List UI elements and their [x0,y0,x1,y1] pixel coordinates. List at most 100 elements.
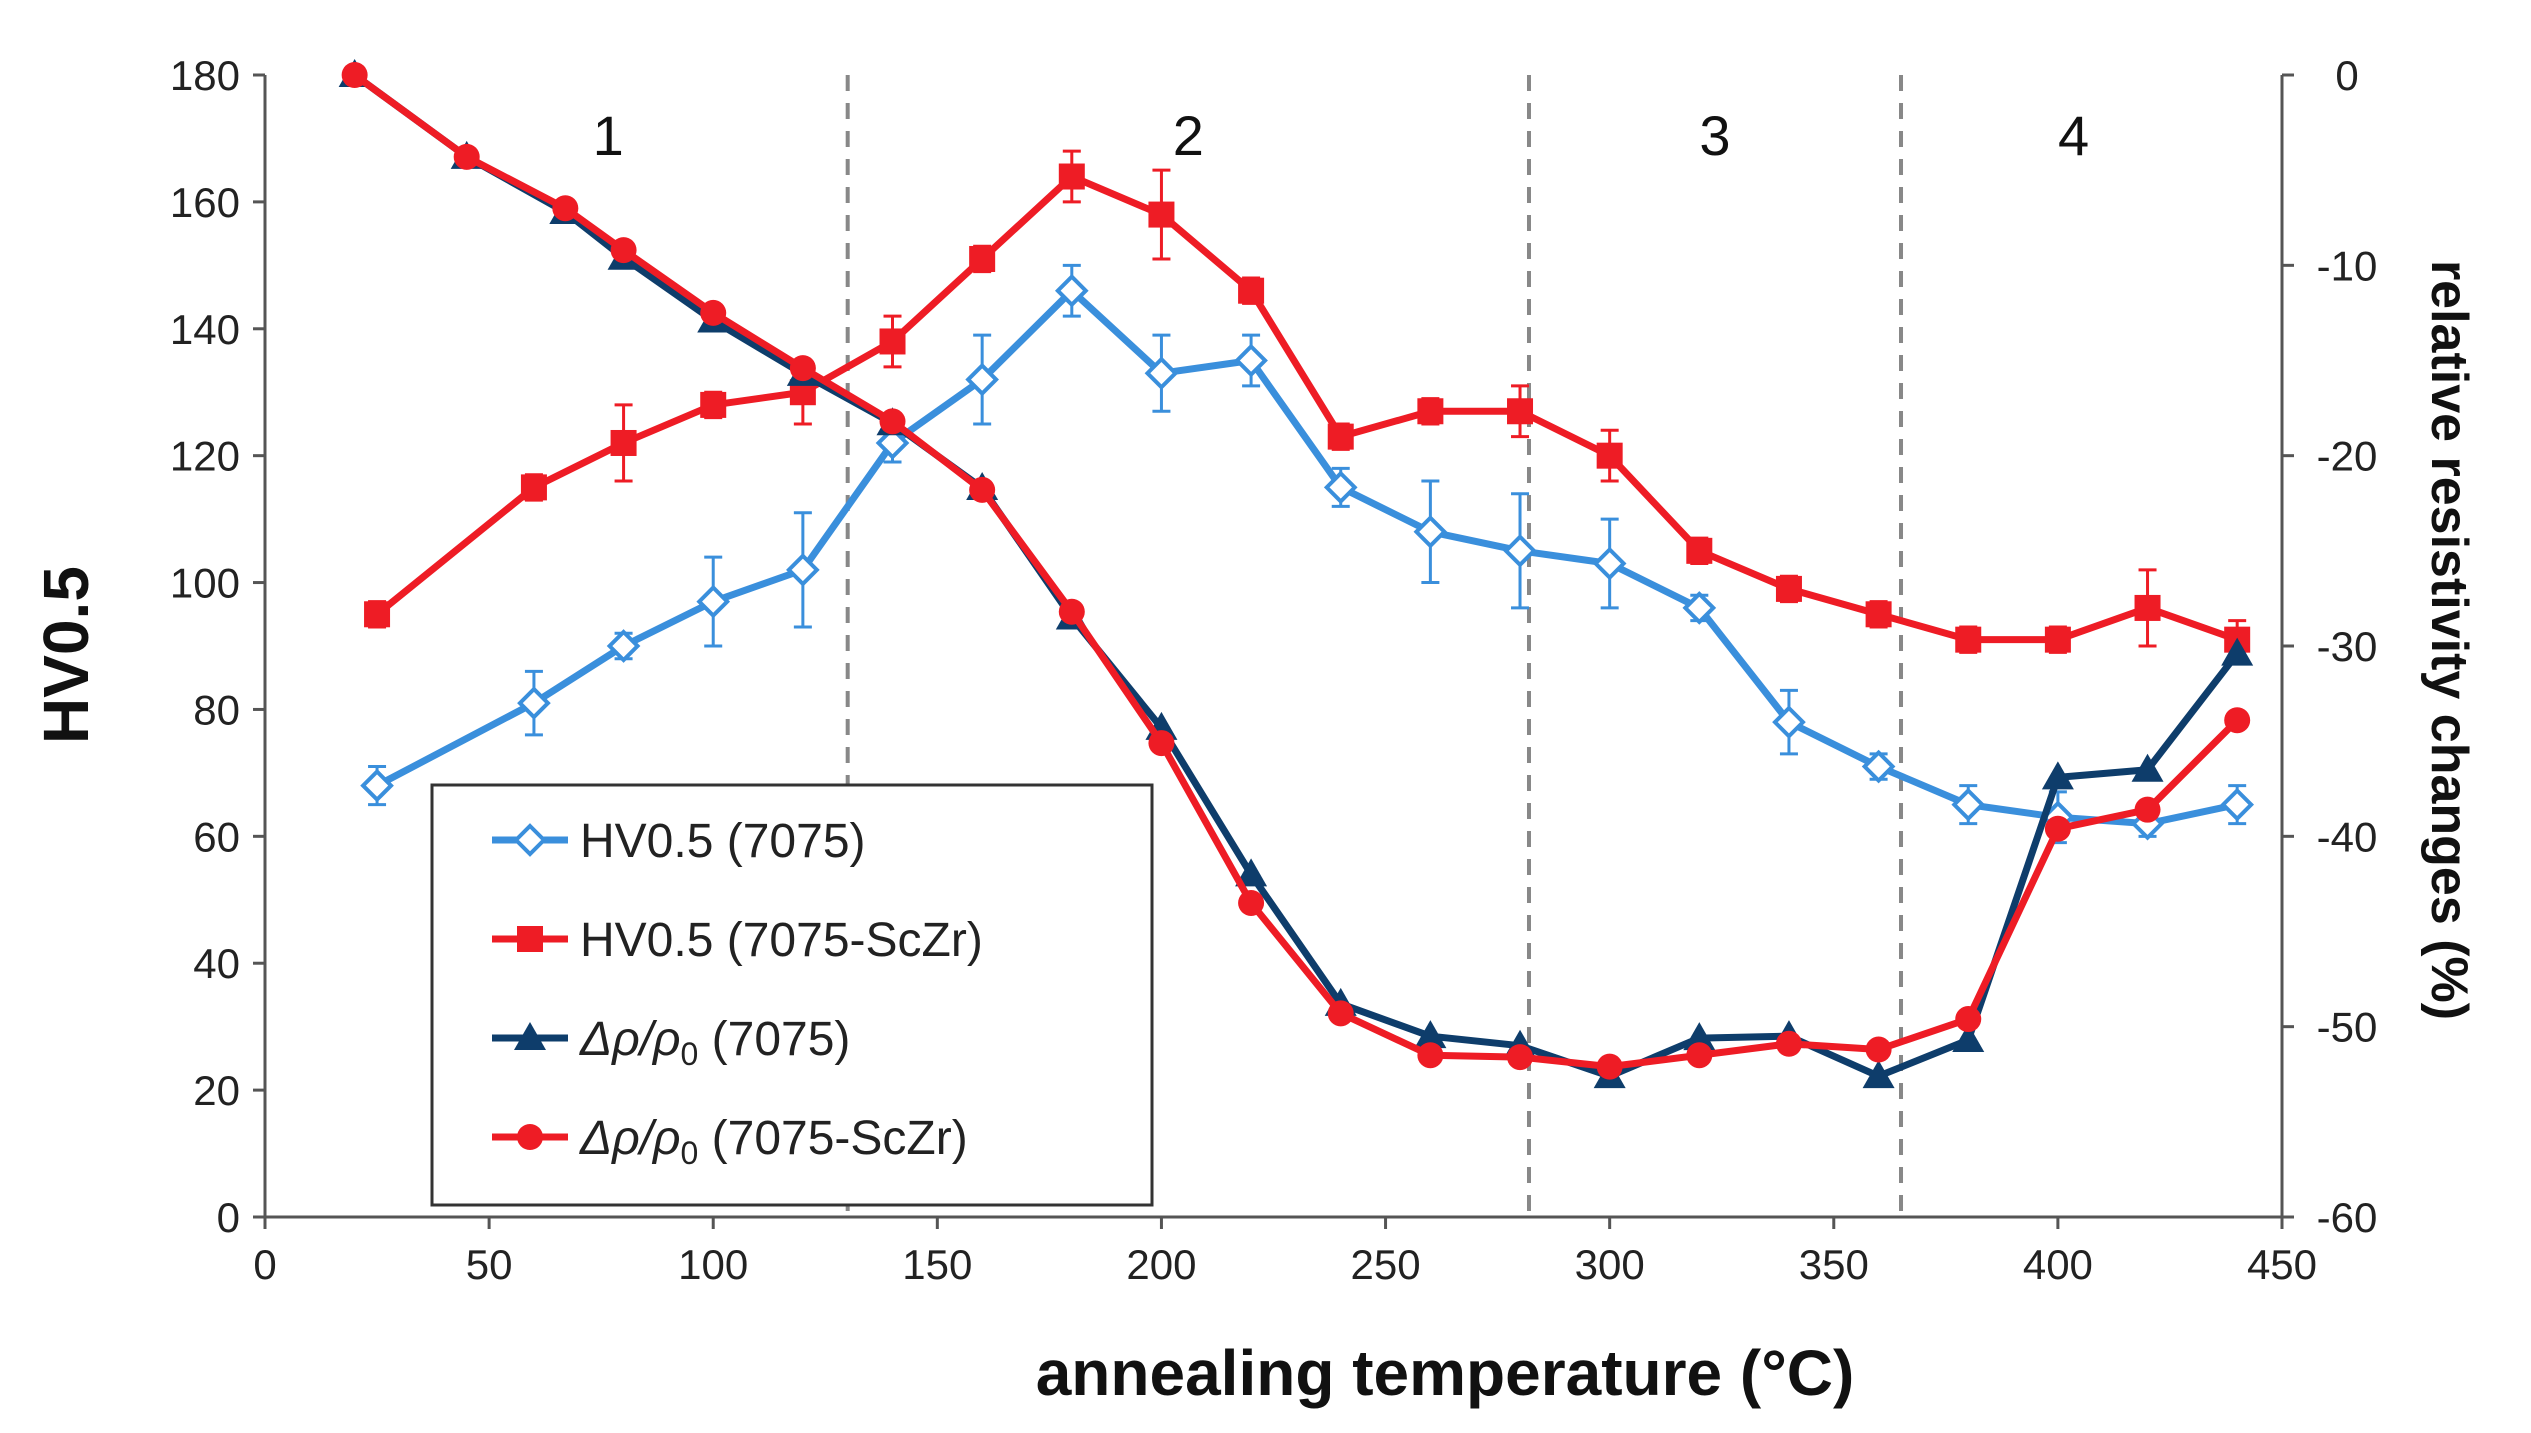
y-tick-label: 80 [193,686,240,733]
data-point [1865,601,1892,628]
data-point [1592,546,1627,581]
data-point [1148,201,1175,228]
data-point [1238,889,1265,916]
legend-swatch-marker [514,1022,546,1050]
data-point [1414,1020,1447,1049]
y-tick-label: 20 [193,1067,240,1114]
data-point [2131,753,2164,782]
y2-tick-label: -40 [2317,813,2378,860]
axes: 0 50 100 150 200 250 300 350 400 4500204060801001… [170,52,2377,1288]
data-point [969,476,996,503]
data-point [965,362,999,397]
y2-tick-label: -20 [2317,433,2378,480]
data-point [1683,1022,1716,1051]
plot-area [338,59,2255,1089]
data-point [696,584,731,619]
data-point [1862,1060,1895,1089]
legend-swatch-marker [517,926,543,952]
data-point [2041,761,2074,790]
legend-label: HV0.5 (7075-ScZr) [580,914,983,967]
data-point [341,62,368,88]
region-dividers: 1 2 3 4 [593,75,2089,1217]
x-tick-label: 400 [2023,1241,2093,1288]
data-point [517,686,551,720]
y-axis-title: HV0.5 [30,566,102,744]
y-tick-label: 160 [170,179,240,226]
x-tick-label: 450 [2247,1241,2317,1288]
data-point [2220,787,2255,822]
data-point [2044,815,2071,842]
legend-entry: Δρ/ρ0 (7075-ScZr) [492,1112,968,1171]
x-tick-label: 250 [1351,1241,1421,1288]
x-tick-label: 50 [466,1241,513,1288]
data-point [1238,277,1265,304]
x-tick-label: 350 [1799,1241,1869,1288]
data-point [1865,1036,1892,1063]
data-point [1148,730,1175,757]
data-point [1417,398,1444,425]
y2-tick-label: -10 [2317,242,2378,289]
data-point [606,629,641,663]
legend-label: HV0.5 (7075) [580,815,866,868]
data-point [789,355,816,382]
data-point [364,601,391,628]
data-point [969,245,996,272]
series-line [352,72,2240,1071]
y2-tick-label: -30 [2317,623,2378,670]
data-point [786,553,820,587]
legend-swatch-marker [517,1124,543,1150]
legend-label: Δρ/ρ0 (7075) [579,1013,850,1072]
data-point [2044,626,2071,653]
data-point [700,391,727,418]
data-point [1596,1053,1623,1080]
data-point [700,299,727,326]
data-point [1503,534,1537,568]
data-point [1955,626,1982,653]
data-point [2134,594,2161,621]
data-point [1951,787,1986,822]
legend-entry: HV0.5 (7075-ScZr) [492,914,983,967]
x-tick-label: 300 [1575,1241,1645,1288]
legend-swatch-marker [513,823,547,857]
data-point [875,426,910,460]
data-point [360,768,394,803]
region-label: 1 [593,104,624,167]
data-point [610,429,637,456]
data-point [1413,514,1448,549]
data-point [1235,858,1268,887]
data-point [1861,749,1896,784]
legend-entry: HV0.5 (7075) [492,815,866,868]
data-point [520,474,547,501]
series-hv0-5-7075-sczr [364,149,2251,661]
x-tick-label: 0 [253,1241,276,1288]
data-point [879,328,906,355]
data-point [1775,575,1802,602]
data-point [1507,398,1534,425]
region-label: 3 [1699,104,1730,167]
data-point [552,195,579,222]
data-point [1323,470,1358,505]
data-point [1775,1030,1802,1057]
legend-label: Δρ/ρ0 (7075-ScZr) [579,1112,968,1171]
data-point [2221,637,2254,666]
data-point [1772,705,1806,739]
data-point [2224,707,2251,734]
data-point [1596,442,1623,469]
x-axis-title: annealing temperature (°C) [1036,1337,1855,1409]
x-tick-label: 200 [1126,1241,1196,1288]
y2-tick-label: 0 [2335,52,2358,99]
y2-axis-title: relative resistivity changes (%) [2420,260,2478,1020]
data-point [1682,591,1717,625]
data-point [1058,598,1085,625]
data-point [1955,1006,1982,1033]
y2-tick-label: -50 [2317,1004,2378,1051]
data-point [1327,1000,1354,1027]
series-line [352,72,2240,1080]
data-point [879,408,906,435]
x-tick-label: 100 [678,1241,748,1288]
data-point [1686,1042,1713,1069]
data-point [1058,163,1085,190]
y-tick-label: 140 [170,306,240,353]
series-drho-7075-sczr [341,62,2251,1080]
